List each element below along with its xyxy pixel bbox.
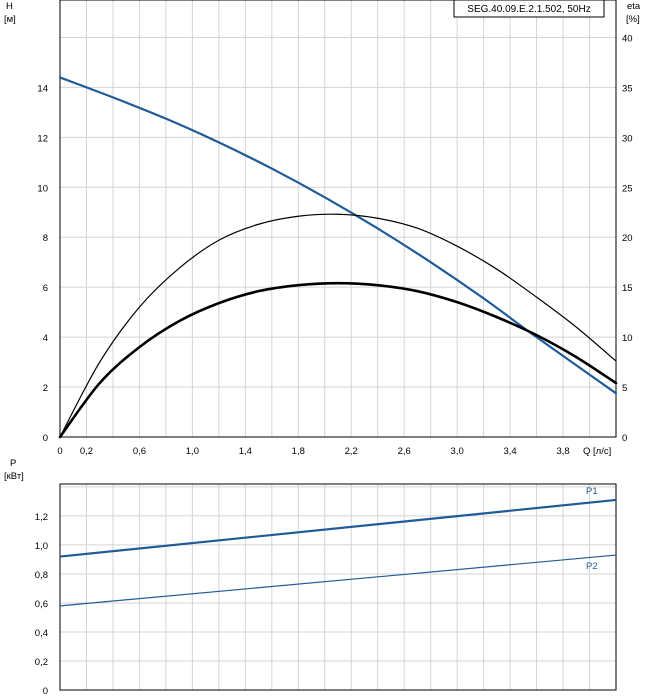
power-tick-label: 0,6	[35, 599, 48, 610]
power-tick-label: 0,4	[35, 628, 48, 639]
head-axis-label: H	[6, 1, 13, 12]
head-tick-label: 8	[43, 233, 48, 244]
efficiency-curve-thick	[58, 281, 618, 439]
x-tick-label: 0,6	[133, 446, 146, 457]
x-tick-label: 0,2	[80, 446, 93, 457]
x-tick-label: 2,6	[398, 446, 411, 457]
x-tick-label: 0	[57, 446, 62, 457]
eta-tick-label: 10	[622, 333, 633, 344]
power-panel-frame	[59, 483, 617, 691]
head-tick-label: 2	[43, 383, 48, 394]
series-label-p1: P1	[586, 486, 598, 497]
eta-tick-label: 5	[622, 383, 627, 394]
x-tick-label: 1,8	[292, 446, 305, 457]
eta-tick-label: 40	[622, 33, 633, 44]
head-curve	[58, 76, 618, 395]
head-tick-label: 12	[37, 133, 48, 144]
eta-axis-label: eta	[627, 1, 641, 12]
head-panel-frame	[59, 0, 617, 438]
x-tick-label: 1,0	[186, 446, 199, 457]
power-tick-label: 0,2	[35, 657, 48, 668]
head-panel-curves	[58, 76, 618, 439]
power-tick-label: 1,0	[35, 541, 48, 552]
head-tick-label: 4	[43, 333, 48, 344]
series-label-p2: P2	[586, 561, 598, 572]
flow-axis-label: Q [л/с]	[583, 446, 611, 457]
power-axis-unit: [кВт]	[4, 471, 24, 482]
eta-tick-label: 35	[622, 83, 633, 94]
efficiency-curve-thin	[59, 213, 617, 438]
model-label: SEG.40.09.E.2.1.502, 50Hz	[467, 4, 590, 15]
power-tick-label: 0,8	[35, 570, 48, 581]
head-tick-label: 10	[37, 183, 48, 194]
eta-tick-label: 0	[622, 433, 627, 444]
power-curve-p1	[59, 498, 617, 558]
x-tick-label: 3,0	[451, 446, 464, 457]
head-tick-label: 14	[37, 83, 48, 94]
power-tick-label: 0	[43, 686, 48, 697]
x-tick-label: 3,4	[503, 446, 516, 457]
eta-tick-label: 20	[622, 233, 633, 244]
eta-tick-label: 25	[622, 183, 633, 194]
eta-tick-label: 30	[622, 133, 633, 144]
head-tick-label: 6	[43, 283, 48, 294]
x-tick-label: 2,2	[345, 446, 358, 457]
x-tick-label: 3,8	[556, 446, 569, 457]
power-tick-label: 1,2	[35, 512, 48, 523]
head-axis-unit: [м]	[4, 14, 16, 25]
power-curve-p2	[59, 554, 617, 607]
power-panel-curves: P1 P2	[59, 486, 617, 607]
x-tick-label: 1,4	[239, 446, 252, 457]
head-tick-label: 0	[43, 433, 48, 444]
model-label-box	[453, 0, 605, 18]
eta-tick-label: 15	[622, 283, 633, 294]
power-axis-label: P	[10, 458, 16, 469]
power-panel-grid	[60, 484, 616, 690]
eta-axis-unit: [%]	[626, 14, 640, 25]
